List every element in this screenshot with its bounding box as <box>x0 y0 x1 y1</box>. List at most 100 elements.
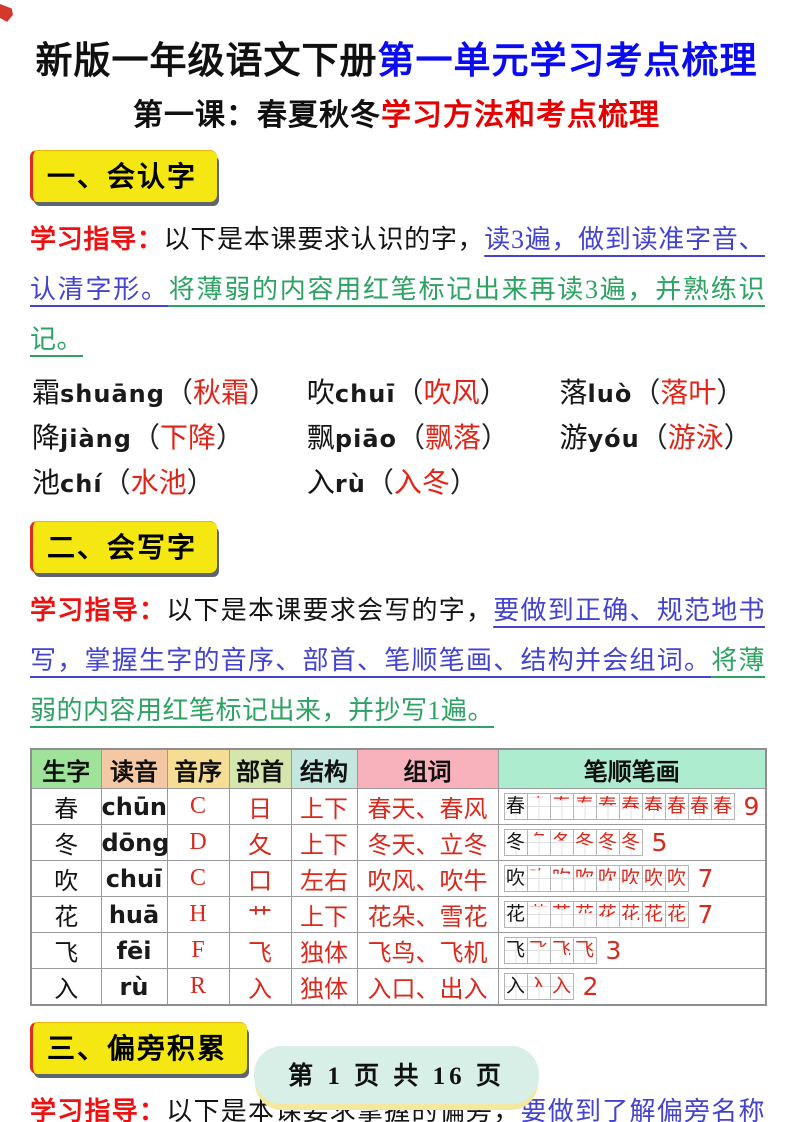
word-hanzi: 降 <box>32 422 61 454</box>
stroke-box: 花 <box>572 901 597 929</box>
word-pinyin: rù <box>334 469 366 498</box>
initial-cell: D <box>166 824 230 862</box>
stroke-box: 春 <box>641 793 666 821</box>
stroke-box: 冬 <box>549 829 574 857</box>
word-pinyin: yóu <box>587 424 640 453</box>
stroke-box: 飞 <box>549 937 574 965</box>
word-entry: 游yóu（游泳） <box>559 422 752 454</box>
word-entry: 霜shuāng（秋霜） <box>32 377 277 409</box>
text-segment: 学习指导： <box>30 594 167 625</box>
char-cell: 飞 <box>30 932 102 970</box>
table-header-cell: 音序 <box>166 748 230 790</box>
table-header-cell: 组词 <box>356 748 499 790</box>
word-hanzi: 池 <box>32 467 61 499</box>
pinyin-cell: chuī <box>100 860 168 898</box>
pinyin-cell: huā <box>100 896 168 934</box>
initial-cell: F <box>166 932 230 970</box>
lesson-subtitle-red-part: 学习方法和考点梳理 <box>381 98 660 132</box>
table-row: 吹 chuī C 口左右 吹风、吹牛吹吹吹吹吹吹吹吹 7 <box>30 860 767 898</box>
initial-cell: C <box>166 860 230 898</box>
stroke-count: 7 <box>697 900 714 930</box>
stroke-box: 春 <box>572 793 597 821</box>
words-cell: 入口、出入 <box>356 968 499 1006</box>
stroke-box: 冬 <box>526 829 551 857</box>
table-row: 春 chūn C 日上下 春天、春风春春春春春春春春春春 9 <box>30 788 767 826</box>
stroke-box: 飞 <box>526 937 551 965</box>
table-header-cell: 结构 <box>290 748 358 790</box>
table-row: 冬 dōng D 夂上下 冬天、立冬冬冬冬冬冬冬 5 <box>30 824 767 862</box>
stroke-box: 冬 <box>503 829 528 857</box>
guide-paragraph-xiezi: 学习指导：以下是本课要求会写的字，要做到正确、规范地书写，掌握生字的音序、部首、… <box>30 585 765 736</box>
table-header-cell: 生字 <box>30 748 102 790</box>
guide-paragraph-renzi: 学习指导：以下是本课要求认识的字，读3遍，做到读准字音、认清字形。将薄弱的内容用… <box>30 214 765 365</box>
structure-cell: 上下 <box>290 896 358 934</box>
words-cell: 春天、春风 <box>356 788 499 826</box>
pinyin-cell: rù <box>100 968 168 1006</box>
word-entry: 入rù（入冬） <box>306 467 478 499</box>
word-example: 吹风 <box>423 377 480 409</box>
char-cell: 入 <box>30 968 102 1006</box>
radical-cell: 口 <box>228 860 292 898</box>
word-entry: 落luò（落叶） <box>559 377 745 409</box>
words-cell: 飞鸟、飞机 <box>356 932 499 970</box>
characters-table: 生字 读音 音序 部首 结构 组词 笔顺笔画春 chūn C 日上下 春天、春风春春春春春春春春春春… <box>30 747 767 1007</box>
structure-cell: 独体 <box>290 932 358 970</box>
word-pinyin: luò <box>587 379 633 408</box>
stroke-box: 花 <box>664 901 689 929</box>
section-heading-xiezi: 二、会写字 <box>30 520 218 573</box>
pinyin-cell: fēi <box>100 932 168 970</box>
stroke-box: 冬 <box>618 829 643 857</box>
word-hanzi: 吹 <box>306 377 335 409</box>
stroke-box: 花 <box>549 901 574 929</box>
pinyin-cell: dōng <box>100 824 168 862</box>
stroke-box: 春 <box>549 793 574 821</box>
radical-cell: 日 <box>228 788 292 826</box>
text-segment: 读3遍，做到读准字音、认清字形。 <box>30 224 765 304</box>
stroke-box: 吹 <box>618 865 643 893</box>
stroke-box: 吹 <box>595 865 620 893</box>
page-title-black-part: 新版一年级语文下册 <box>35 40 378 81</box>
page-number-badge: 第 1 页 共 16 页 <box>254 1046 539 1104</box>
stroke-box: 入 <box>526 973 551 1001</box>
structure-cell: 上下 <box>290 788 358 826</box>
stroke-count: 2 <box>582 972 599 1002</box>
text-segment: 学习指导： <box>30 1096 167 1122</box>
radical-cell: 入 <box>228 968 292 1006</box>
word-pinyin: piāo <box>334 424 398 453</box>
structure-cell: 独体 <box>290 968 358 1006</box>
initial-cell: H <box>166 896 230 934</box>
stroke-box: 春 <box>595 793 620 821</box>
text-segment: 将薄弱的内容用红笔标记出来，并抄写1遍。 <box>30 645 765 725</box>
text-segment: 要做到正确、规范地书写，掌握生字的音序、部首、笔顺笔画、结构并会组词。 <box>30 595 765 675</box>
word-example: 水池 <box>130 467 187 499</box>
stroke-box: 春 <box>664 793 689 821</box>
word-hanzi: 落 <box>559 377 588 409</box>
footer: 第 1 页 共 16 页 <box>0 1046 793 1104</box>
word-hanzi: 游 <box>559 422 588 454</box>
table-header-cell: 笔顺笔画 <box>497 748 767 790</box>
radical-cell: 艹 <box>228 896 292 934</box>
char-cell: 吹 <box>30 860 102 898</box>
page-title: 新版一年级语文下册第一单元学习考点梳理 <box>0 36 793 86</box>
stroke-box: 春 <box>710 793 735 821</box>
word-example: 入冬 <box>393 467 450 499</box>
stroke-box: 入 <box>503 973 528 1001</box>
table-row: 飞 fēi F 飞独体 飞鸟、飞机飞飞飞飞 3 <box>30 932 767 970</box>
pinyin-cell: chūn <box>100 788 168 826</box>
word-pinyin: jiàng <box>60 424 132 453</box>
word-example: 落叶 <box>660 377 717 409</box>
text-segment: 以下是本课要求认识的字， <box>163 224 485 254</box>
stroke-box: 春 <box>503 793 528 821</box>
stroke-box: 吹 <box>526 865 551 893</box>
char-cell: 春 <box>30 788 102 826</box>
stroke-box: 春 <box>618 793 643 821</box>
words-cell: 吹风、吹牛 <box>356 860 499 898</box>
words-cell: 花朵、雪花 <box>356 896 499 934</box>
structure-cell: 上下 <box>290 824 358 862</box>
word-entry: 吹chuī（吹风） <box>306 377 508 409</box>
